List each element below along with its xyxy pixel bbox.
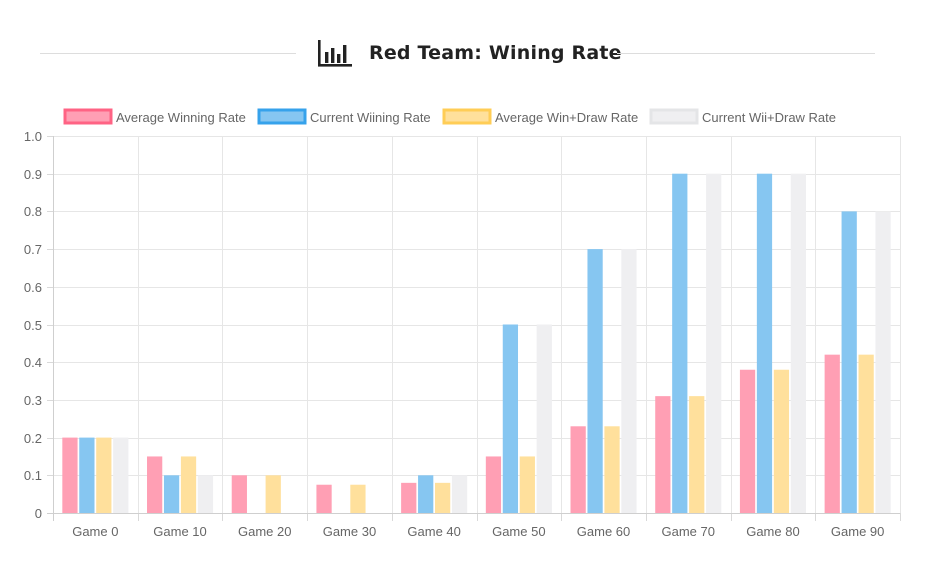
bar-s3-c7 <box>604 426 620 513</box>
chart-header: Red Team: Wining Rate <box>0 30 927 74</box>
bar-s1-c4 <box>316 484 332 513</box>
xtick-label: Game 0 <box>72 524 118 539</box>
bar-s1-c5 <box>401 482 417 513</box>
xtick-label: Game 70 <box>662 524 715 539</box>
ytick-label: 0.7 <box>24 242 42 257</box>
legend-swatch-4 <box>649 108 699 125</box>
bar-s3-c4 <box>350 484 366 513</box>
bar-s1-c6 <box>485 456 502 513</box>
ytick-label: 1.0 <box>24 129 42 144</box>
bar-s4-c8 <box>706 173 722 513</box>
bar-s1-c8 <box>655 396 671 513</box>
chart-legend: Average Winning Rate Current Wiining Rate… <box>63 108 836 125</box>
bar-s2-c2 <box>163 475 180 513</box>
legend-swatch-3 <box>442 108 492 125</box>
bar-s4-c2 <box>197 475 214 513</box>
bar-s2-c9 <box>756 173 773 513</box>
bar-s1-c2 <box>147 456 163 513</box>
xtick-label: Game 30 <box>323 524 376 539</box>
bar-s1-c10 <box>824 354 840 513</box>
bar-s3-c6 <box>519 456 535 513</box>
legend-label-3: Average Win+Draw Rate <box>495 110 638 125</box>
xtick-label: Game 50 <box>492 524 545 539</box>
legend-label-2: Current Wiining Rate <box>310 110 431 125</box>
bar-s4-c9 <box>790 173 806 513</box>
bar-s4-c7 <box>621 249 637 513</box>
bar-s2-c6 <box>502 324 519 513</box>
ytick-label: 0.3 <box>24 393 42 408</box>
bar-s4-c5 <box>451 475 468 513</box>
title-wrap: Red Team: Wining Rate <box>318 38 622 68</box>
ytick-label: 0.5 <box>24 318 42 333</box>
legend-swatch-2 <box>257 108 307 125</box>
ytick-label: 0.1 <box>24 468 42 483</box>
bar-s3-c1 <box>96 437 112 513</box>
xtick-label: Game 20 <box>238 524 291 539</box>
bar-s1-c9 <box>739 369 756 513</box>
legend-swatch-1 <box>63 108 113 125</box>
xtick-label: Game 60 <box>577 524 630 539</box>
bar-s3-c2 <box>180 456 197 513</box>
bar-s4-c6 <box>536 324 552 513</box>
ytick-label: 0 <box>35 506 42 521</box>
chart-grid <box>53 136 901 513</box>
header-rule-left <box>40 53 296 54</box>
bar-s1-c1 <box>62 437 78 513</box>
xtick-label: Game 40 <box>407 524 460 539</box>
bar-s3-c10 <box>858 354 874 513</box>
bar-s3-c8 <box>689 396 705 513</box>
xtick-label: Game 10 <box>153 524 206 539</box>
bar-s2-c5 <box>418 475 434 513</box>
legend-label-1: Average Winning Rate <box>116 110 246 125</box>
xtick-label: Game 90 <box>831 524 884 539</box>
bar-s1-c3 <box>231 475 247 513</box>
bar-s1-c7 <box>570 426 586 513</box>
page-title: Red Team: Wining Rate <box>369 42 622 64</box>
xtick-label: Game 80 <box>746 524 799 539</box>
ytick-label: 0.4 <box>24 355 42 370</box>
bar-s3-c3 <box>265 475 281 513</box>
bar-s4-c1 <box>113 437 129 513</box>
header-rule-right <box>617 53 875 54</box>
bar-s2-c1 <box>79 437 95 513</box>
ytick-label: 0.8 <box>24 204 42 219</box>
ytick-label: 0.6 <box>24 280 42 295</box>
chart-bars <box>62 173 891 513</box>
chart-axes: 0 0.1 0.2 0.3 0.4 0.5 0.6 0.7 0.8 0.9 1.0 Game 0 Gam… <box>24 129 901 539</box>
bar-s3-c5 <box>435 482 451 513</box>
ytick-label: 0.9 <box>24 167 42 182</box>
legend-label-4: Current Wii+Draw Rate <box>702 110 836 125</box>
ytick-label: 0.2 <box>24 431 42 446</box>
bar-s4-c10 <box>875 211 891 513</box>
bar-s2-c10 <box>841 211 857 513</box>
bar-s2-c8 <box>672 173 688 513</box>
bar-chart-icon <box>318 40 352 67</box>
bar-s2-c7 <box>587 249 603 513</box>
bar-s3-c9 <box>773 369 790 513</box>
bar-chart: Average Winning Rate Current Wiining Rate… <box>24 108 901 539</box>
